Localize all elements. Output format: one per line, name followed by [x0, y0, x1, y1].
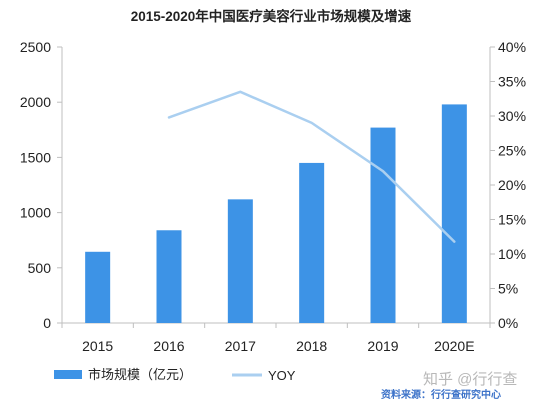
- legend-bar-label: 市场规模（亿元）: [88, 367, 192, 382]
- x-tick-label: 2020E: [434, 338, 474, 354]
- y-left-tick-label: 1500: [20, 149, 51, 165]
- legend-bar-swatch: [54, 370, 82, 379]
- y-left-tick-label: 2000: [20, 94, 51, 110]
- x-tick-label: 2015: [82, 338, 113, 354]
- y-left-tick-label: 500: [28, 260, 52, 276]
- plot-area: 0 500 1000 1500 2000 2500 0% 5% 10% 15% 20% 25% 30% 3…: [20, 39, 526, 354]
- x-tick-label: 2016: [153, 338, 184, 354]
- x-tick-label: 2017: [225, 338, 256, 354]
- legend: 市场规模（亿元） YOY: [54, 367, 296, 383]
- bar: [370, 127, 396, 323]
- chart-title: 2015-2020年中国医疗美容行业市场规模及增速: [131, 8, 412, 24]
- y-right-tick-label: 5%: [498, 281, 518, 297]
- y-left-tick-label: 1000: [20, 205, 51, 221]
- bar: [299, 162, 325, 323]
- y-left-tick-label: 0: [43, 315, 51, 331]
- x-tick-label: 2019: [367, 338, 398, 354]
- y-right-tick-label: 0%: [498, 315, 518, 331]
- y-right-tick-label: 35%: [498, 74, 526, 90]
- legend-line-label: YOY: [268, 368, 296, 383]
- watermark: 知乎 @行行查: [423, 371, 518, 388]
- source-note: 资料来源：行行查研究中心: [381, 390, 501, 401]
- bar: [441, 104, 467, 324]
- y-left-tick-label: 2500: [20, 39, 51, 55]
- y-right-tick-label: 15%: [498, 212, 526, 228]
- yoy-line: [167, 90, 456, 243]
- y-right-tick-label: 40%: [498, 39, 526, 55]
- y-right-tick-label: 25%: [498, 143, 526, 159]
- bar: [227, 199, 253, 323]
- bar: [156, 230, 182, 323]
- y-right-tick-label: 30%: [498, 108, 526, 124]
- y-right-tick-label: 10%: [498, 246, 526, 262]
- y-right-tick-label: 20%: [498, 177, 526, 193]
- bar: [85, 251, 111, 323]
- x-tick-label: 2018: [296, 338, 327, 354]
